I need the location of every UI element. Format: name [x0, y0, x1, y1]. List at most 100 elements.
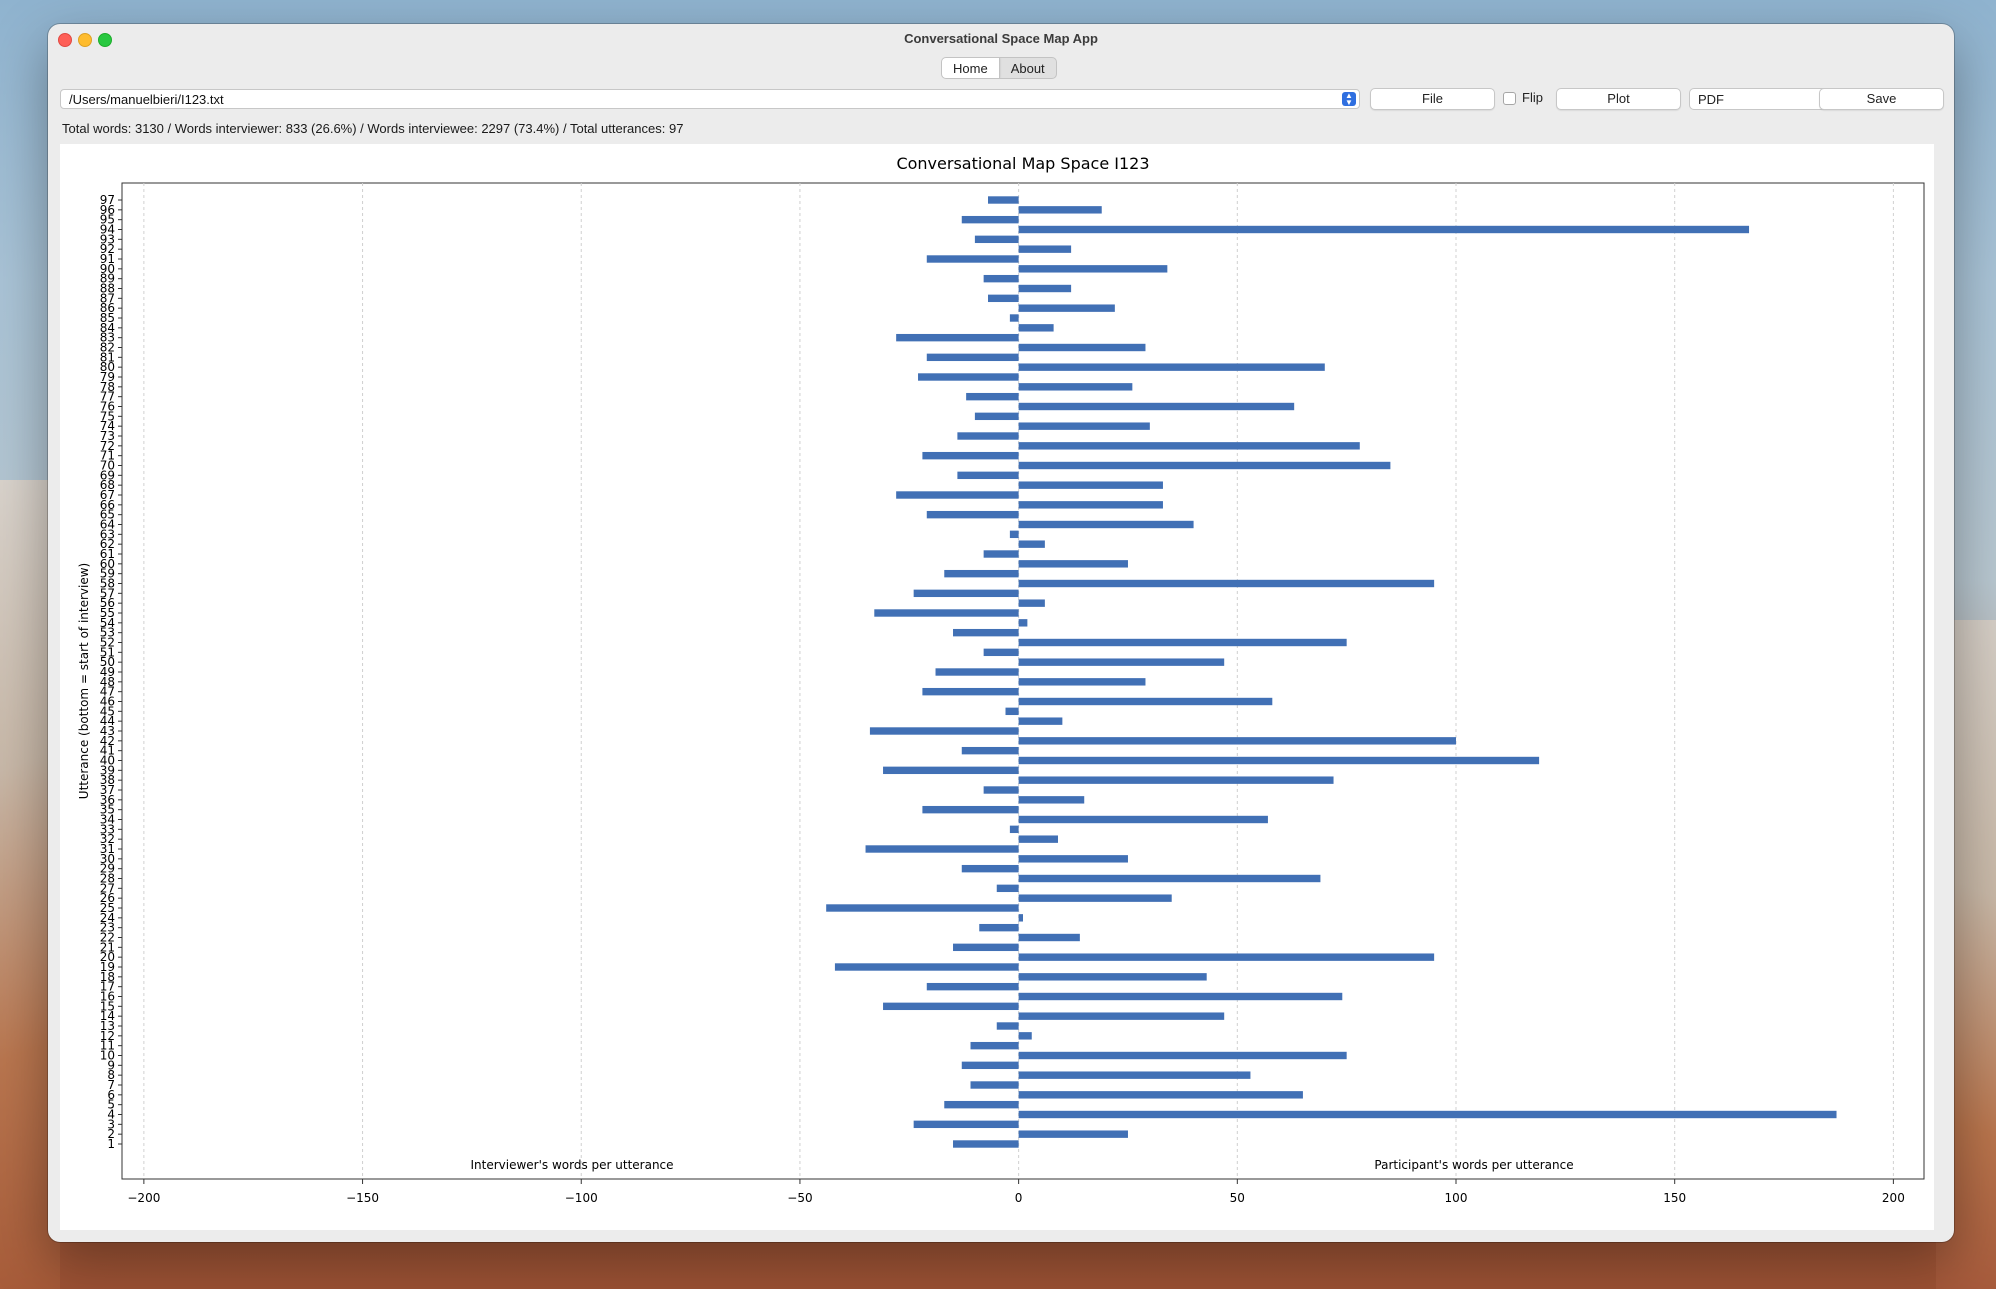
y-tick-label: 44	[100, 714, 115, 728]
utterance-bar	[1018, 442, 1360, 450]
file-path-select[interactable]: /Users/manuelbieri/I123.txt ▲ ▼	[60, 89, 1360, 109]
y-tick-label: 6	[107, 1088, 115, 1102]
utterance-bar	[1018, 815, 1268, 824]
y-tick-label: 85	[100, 311, 115, 325]
window-title: Conversational Space Map App	[904, 31, 1098, 46]
utterance-bar	[935, 668, 1019, 676]
y-tick-label: 75	[100, 409, 115, 423]
utterance-bar	[926, 982, 1019, 991]
x-tick-label: 50	[1230, 1191, 1245, 1205]
app-window: Conversational Space Map App Home About …	[48, 24, 1954, 1242]
tab-bar: Home About	[941, 57, 1057, 79]
y-tick-label: 52	[100, 636, 115, 650]
y-tick-label: 53	[100, 626, 115, 640]
utterance-bar	[983, 786, 1019, 794]
y-tick-label: 93	[100, 232, 115, 246]
y-tick-label: 43	[100, 724, 115, 738]
utterance-bar	[996, 1022, 1019, 1030]
y-tick-label: 61	[100, 547, 115, 561]
y-tick-label: 54	[100, 616, 115, 630]
close-window-button[interactable]	[58, 33, 72, 47]
utterance-bar	[944, 569, 1019, 578]
utterance-bar	[834, 963, 1019, 971]
utterance-bar	[1018, 1110, 1837, 1119]
utterance-bar	[1018, 992, 1343, 1001]
save-button[interactable]: Save	[1819, 88, 1944, 110]
y-tick-label: 89	[100, 272, 115, 286]
y-tick-label: 45	[100, 704, 115, 718]
y-tick-label: 25	[100, 901, 115, 915]
utterance-bar	[883, 1002, 1019, 1011]
tab-home[interactable]: Home	[942, 58, 1000, 78]
y-tick-label: 35	[100, 803, 115, 817]
utterance-bar	[1018, 874, 1321, 883]
utterance-bar	[883, 766, 1019, 775]
y-tick-label: 12	[100, 1029, 115, 1043]
x-tick-label: −200	[127, 1191, 160, 1205]
file-button[interactable]: File	[1370, 88, 1495, 110]
y-tick-label: 13	[100, 1019, 115, 1033]
tab-about[interactable]: About	[1010, 61, 1045, 76]
y-tick-label: 91	[100, 252, 115, 266]
y-tick-label: 31	[100, 842, 115, 856]
y-tick-label: 58	[100, 577, 115, 591]
y-tick-label: 90	[100, 262, 115, 276]
utterance-bar	[926, 255, 1019, 263]
utterance-bar	[826, 904, 1019, 912]
y-tick-label: 14	[100, 1009, 115, 1023]
utterance-bar	[922, 805, 1019, 814]
y-tick-label: 16	[100, 990, 115, 1004]
utterance-bar	[926, 510, 1019, 519]
utterance-bar	[953, 628, 1019, 637]
utterance-bar	[913, 1120, 1019, 1129]
utterance-bar	[1018, 796, 1085, 804]
y-tick-label: 76	[100, 400, 115, 414]
y-tick-label: 86	[100, 301, 115, 315]
minimize-window-button[interactable]	[78, 33, 92, 47]
y-tick-label: 10	[100, 1049, 115, 1063]
chevron-updown-icon[interactable]: ▲▼	[1342, 92, 1356, 107]
y-tick-label: 87	[100, 291, 115, 305]
utterance-bar	[996, 884, 1019, 893]
utterance-bar	[1018, 1071, 1251, 1079]
utterance-bar	[1018, 1032, 1032, 1040]
utterance-bar	[1009, 530, 1019, 539]
participant-words-label: Participant's words per utterance	[1374, 1158, 1573, 1172]
utterance-bar	[1018, 855, 1128, 863]
y-tick-label: 19	[100, 960, 115, 974]
utterance-bar	[983, 274, 1019, 283]
x-tick-label: 100	[1445, 1191, 1468, 1205]
y-tick-label: 33	[100, 822, 115, 836]
y-tick-label: 3	[107, 1117, 115, 1131]
utterance-bar	[1018, 953, 1435, 961]
utterance-bar	[1005, 707, 1019, 716]
utterance-bar	[988, 196, 1019, 204]
maximize-window-button[interactable]	[98, 33, 112, 47]
y-tick-label: 26	[100, 891, 115, 905]
y-tick-label: 15	[100, 999, 115, 1013]
plot-button[interactable]: Plot	[1556, 88, 1681, 110]
y-tick-label: 81	[100, 350, 115, 364]
y-tick-label: 59	[100, 567, 115, 581]
y-tick-label: 69	[100, 468, 115, 482]
y-tick-label: 79	[100, 370, 115, 384]
y-tick-label: 40	[100, 754, 115, 768]
utterance-bar	[1018, 658, 1225, 666]
utterance-bar	[1018, 422, 1150, 430]
title-bar[interactable]: Conversational Space Map App	[48, 24, 1954, 54]
utterance-bar	[957, 432, 1019, 440]
utterance-bar	[1018, 265, 1168, 273]
utterance-bar	[953, 943, 1019, 952]
utterance-bar	[974, 412, 1019, 421]
conversation-map-chart: Conversational Map Space I123 1234567891…	[77, 154, 1925, 1205]
utterance-bar	[961, 864, 1019, 873]
y-tick-label: 55	[100, 606, 115, 620]
y-tick-label: 72	[100, 439, 115, 453]
y-tick-label: 68	[100, 478, 115, 492]
y-tick-label: 63	[100, 527, 115, 541]
utterance-bar	[1018, 1012, 1225, 1020]
x-tick-label: −100	[565, 1191, 598, 1205]
y-tick-label: 18	[100, 970, 115, 984]
flip-checkbox[interactable]	[1503, 92, 1516, 105]
